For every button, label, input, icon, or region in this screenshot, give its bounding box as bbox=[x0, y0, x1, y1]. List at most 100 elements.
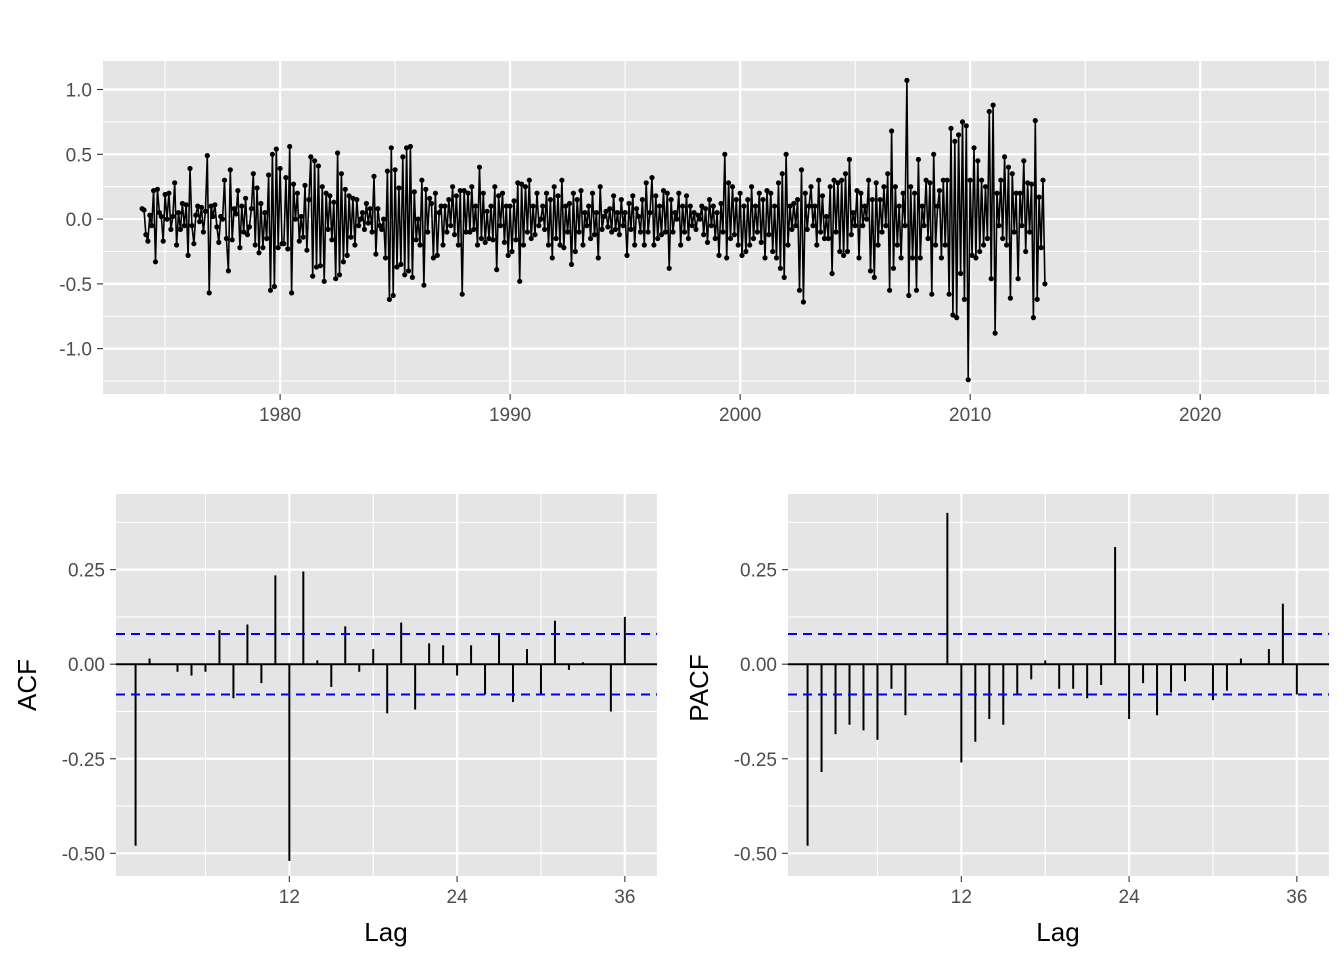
data-point bbox=[220, 216, 226, 222]
data-point bbox=[375, 206, 381, 212]
data-point bbox=[756, 190, 762, 196]
data-point bbox=[358, 216, 364, 222]
data-point bbox=[310, 273, 316, 279]
data-point bbox=[1005, 164, 1012, 170]
data-point bbox=[496, 193, 502, 199]
data-point bbox=[262, 210, 268, 216]
data-point bbox=[965, 377, 971, 383]
data-point bbox=[787, 203, 793, 209]
data-point bbox=[904, 77, 910, 83]
data-point bbox=[906, 292, 912, 299]
data-point bbox=[701, 232, 707, 238]
acf-chart: 12 24 36 -0.50 -0.25 0.00 0.25 Lag ACF bbox=[12, 494, 657, 947]
data-point bbox=[497, 223, 504, 229]
data-point bbox=[1038, 245, 1044, 251]
data-point bbox=[890, 265, 897, 271]
data-point bbox=[969, 252, 975, 258]
data-point bbox=[741, 203, 747, 209]
data-point bbox=[177, 226, 183, 232]
data-point bbox=[737, 190, 743, 196]
data-point bbox=[825, 235, 831, 242]
data-point bbox=[1032, 118, 1038, 124]
data-point bbox=[576, 229, 582, 235]
data-point bbox=[683, 193, 690, 199]
data-point bbox=[687, 203, 693, 209]
data-point bbox=[417, 242, 423, 248]
data-point bbox=[975, 158, 981, 164]
data-point bbox=[800, 299, 807, 305]
data-point bbox=[356, 223, 362, 229]
data-point bbox=[459, 291, 465, 297]
data-point bbox=[733, 197, 739, 203]
data-point bbox=[277, 165, 283, 172]
data-point bbox=[156, 210, 162, 216]
data-point bbox=[488, 203, 494, 209]
data-point bbox=[542, 226, 548, 232]
data-point bbox=[386, 296, 392, 302]
data-point bbox=[773, 255, 780, 261]
data-point bbox=[739, 252, 745, 258]
data-point bbox=[866, 177, 872, 183]
data-point bbox=[329, 237, 335, 243]
data-point bbox=[766, 232, 772, 238]
data-point bbox=[591, 232, 598, 238]
data-point bbox=[658, 232, 665, 238]
data-point bbox=[877, 197, 883, 203]
data-point bbox=[655, 235, 661, 242]
data-point bbox=[170, 213, 176, 220]
data-point bbox=[285, 246, 291, 252]
ts-y-tick-label: 0.5 bbox=[66, 145, 92, 166]
data-point bbox=[889, 128, 895, 134]
data-point bbox=[597, 184, 603, 190]
data-point bbox=[415, 216, 421, 222]
data-point bbox=[777, 265, 784, 271]
data-point bbox=[892, 184, 899, 190]
data-point bbox=[634, 206, 640, 212]
data-point bbox=[647, 210, 653, 216]
data-point bbox=[411, 189, 417, 195]
data-point bbox=[193, 212, 199, 218]
data-point bbox=[1040, 177, 1046, 183]
data-point bbox=[432, 190, 438, 196]
data-point bbox=[867, 268, 874, 274]
data-point bbox=[425, 229, 431, 235]
data-point bbox=[626, 200, 632, 207]
data-point bbox=[394, 264, 400, 270]
data-point bbox=[842, 171, 849, 177]
data-point bbox=[812, 203, 818, 209]
data-point bbox=[266, 172, 272, 178]
data-point bbox=[532, 232, 538, 238]
data-point bbox=[400, 154, 406, 160]
data-point bbox=[936, 188, 943, 194]
data-point bbox=[296, 238, 302, 244]
data-point bbox=[601, 213, 607, 220]
pacf-x-tick-label: 24 bbox=[1119, 887, 1141, 908]
data-point bbox=[292, 216, 298, 222]
data-point bbox=[461, 188, 467, 194]
ts-x-tick-label: 1980 bbox=[259, 405, 301, 426]
data-point bbox=[524, 229, 531, 235]
data-point bbox=[933, 242, 939, 248]
data-point bbox=[758, 239, 764, 245]
data-point bbox=[810, 223, 816, 229]
data-point bbox=[252, 242, 258, 248]
data-point bbox=[917, 255, 923, 261]
data-point bbox=[611, 193, 617, 199]
data-point bbox=[559, 177, 565, 183]
data-point bbox=[381, 216, 387, 222]
data-point bbox=[494, 267, 500, 273]
data-point bbox=[712, 235, 718, 242]
data-point bbox=[227, 167, 233, 173]
data-point bbox=[783, 151, 789, 157]
ts-x-tick-label: 1990 bbox=[489, 405, 531, 426]
data-point bbox=[147, 212, 153, 218]
pacf-x-tick-label: 12 bbox=[951, 887, 972, 908]
data-point bbox=[290, 181, 297, 187]
data-point bbox=[384, 168, 390, 174]
data-point bbox=[929, 291, 935, 297]
data-point bbox=[223, 235, 229, 242]
data-point bbox=[804, 226, 810, 232]
data-point bbox=[1025, 180, 1031, 186]
data-point bbox=[281, 241, 287, 247]
